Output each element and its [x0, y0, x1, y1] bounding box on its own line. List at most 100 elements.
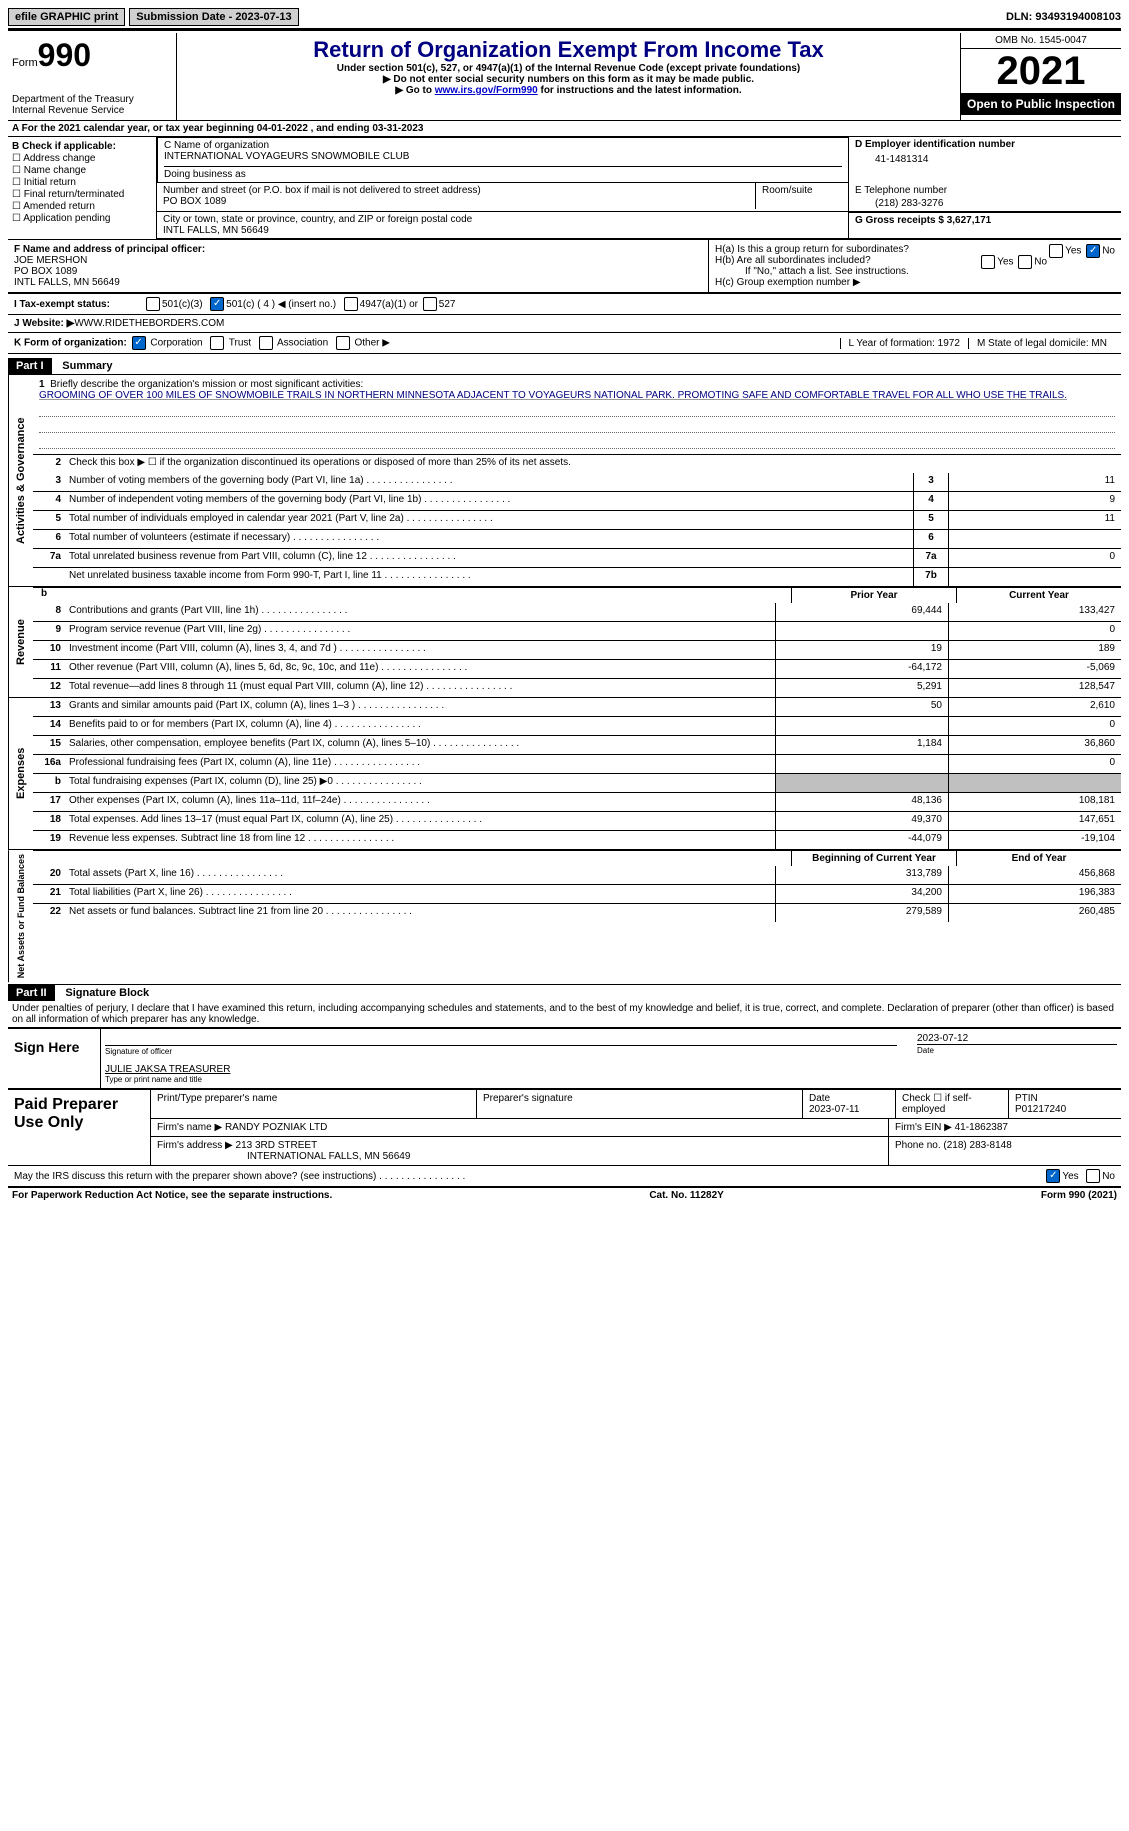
- penalty-text: Under penalties of perjury, I declare th…: [8, 1001, 1121, 1029]
- summary-row: 8Contributions and grants (Part VIII, li…: [33, 603, 1121, 621]
- chk-trust[interactable]: [210, 336, 224, 350]
- opt-assoc: Association: [277, 338, 328, 349]
- netassets-side-label: Net Assets or Fund Balances: [8, 850, 33, 982]
- efile-print-button[interactable]: efile GRAPHIC print: [8, 8, 125, 26]
- officer-print-name: JULIE JAKSA TREASURER: [105, 1064, 230, 1075]
- self-employed-check[interactable]: Check ☐ if self-employed: [896, 1090, 1009, 1118]
- chk-corp[interactable]: [132, 336, 146, 350]
- line-k-label: K Form of organization:: [14, 338, 127, 349]
- opt-4947: 4947(a)(1) or: [360, 299, 418, 310]
- chk-address-change[interactable]: ☐ Address change: [12, 153, 152, 164]
- mission-text: GROOMING OF OVER 100 MILES OF SNOWMOBILE…: [39, 390, 1067, 401]
- form990-link[interactable]: www.irs.gov/Form990: [435, 85, 538, 96]
- opt-501c3: 501(c)(3): [162, 299, 203, 310]
- line-m-state: M State of legal domicile: MN: [968, 338, 1115, 349]
- room-suite-label: Room/suite: [756, 183, 848, 209]
- col-b-label: B Check if applicable:: [12, 141, 152, 152]
- ha-no[interactable]: [1086, 244, 1100, 258]
- part1-header: Part I: [8, 358, 52, 374]
- summary-row: 12Total revenue—add lines 8 through 11 (…: [33, 678, 1121, 697]
- summary-row: 14Benefits paid to or for members (Part …: [33, 716, 1121, 735]
- irs-label: Internal Revenue Service: [12, 105, 172, 116]
- line-i-label: I Tax-exempt status:: [14, 299, 144, 310]
- line-j-label: J Website: ▶: [14, 318, 74, 329]
- street-value: PO BOX 1089: [163, 196, 749, 207]
- hb-yes[interactable]: [981, 255, 995, 269]
- discuss-yes-label: Yes: [1062, 1171, 1078, 1182]
- prior-year-header: Prior Year: [791, 588, 956, 603]
- chk-4947[interactable]: [344, 297, 358, 311]
- col-b-header: b: [33, 588, 791, 603]
- chk-initial-return[interactable]: ☐ Initial return: [12, 177, 152, 188]
- chk-527[interactable]: [423, 297, 437, 311]
- preparer-name-header: Print/Type preparer's name: [151, 1090, 477, 1118]
- firm-ein-label: Firm's EIN ▶: [895, 1122, 952, 1133]
- summary-row: 6Total number of volunteers (estimate if…: [33, 529, 1121, 548]
- chk-final-return[interactable]: ☐ Final return/terminated: [12, 189, 152, 200]
- summary-row: 3Number of voting members of the governi…: [33, 473, 1121, 491]
- top-bar: efile GRAPHIC print Submission Date - 20…: [8, 8, 1121, 26]
- discuss-yes[interactable]: [1046, 1169, 1060, 1183]
- firm-addr1: 213 3RD STREET: [236, 1140, 318, 1151]
- prep-date-val: 2023-07-11: [809, 1104, 859, 1115]
- summary-row: Net unrelated business taxable income fr…: [33, 567, 1121, 586]
- footer-right: Form 990 (2021): [1041, 1190, 1117, 1201]
- dba-label: Doing business as: [164, 166, 842, 180]
- summary-row: 13Grants and similar amounts paid (Part …: [33, 698, 1121, 716]
- discuss-no[interactable]: [1086, 1169, 1100, 1183]
- chk-assoc[interactable]: [259, 336, 273, 350]
- box-c-label: C Name of organization: [164, 140, 842, 151]
- h-a-row: H(a) Is this a group return for subordin…: [715, 244, 1115, 255]
- ha-yes[interactable]: [1049, 244, 1063, 258]
- website-value: WWW.RIDETHEBORDERS.COM: [74, 318, 224, 329]
- summary-row: 17Other expenses (Part IX, column (A), l…: [33, 792, 1121, 811]
- form-header: Form990 Department of the Treasury Inter…: [8, 33, 1121, 120]
- summary-row: 15Salaries, other compensation, employee…: [33, 735, 1121, 754]
- prep-date-label: Date: [809, 1093, 830, 1104]
- summary-row: 19Revenue less expenses. Subtract line 1…: [33, 830, 1121, 849]
- summary-row: bTotal fundraising expenses (Part IX, co…: [33, 773, 1121, 792]
- part2-header: Part II: [8, 985, 55, 1001]
- begin-year-header: Beginning of Current Year: [791, 851, 956, 866]
- current-year-header: Current Year: [956, 588, 1121, 603]
- paid-preparer-label: Paid Preparer Use Only: [8, 1090, 151, 1165]
- hb-no[interactable]: [1018, 255, 1032, 269]
- ptin-val: P01217240: [1015, 1104, 1066, 1115]
- chk-other[interactable]: [336, 336, 350, 350]
- summary-row: 21Total liabilities (Part X, line 26)34,…: [33, 884, 1121, 903]
- city-label: City or town, state or province, country…: [163, 214, 842, 225]
- chk-501c3[interactable]: [146, 297, 160, 311]
- name-title-label: Type or print name and title: [105, 1075, 1117, 1084]
- ein-value: 41-1481314: [855, 150, 1115, 165]
- chk-amended-return[interactable]: ☐ Amended return: [12, 201, 152, 212]
- box-e-label: E Telephone number: [855, 185, 1115, 196]
- line1-label: Briefly describe the organization's miss…: [50, 379, 363, 390]
- submission-date-button[interactable]: Submission Date - 2023-07-13: [129, 8, 298, 26]
- header-sub1: Under section 501(c), 527, or 4947(a)(1)…: [181, 63, 956, 74]
- street-label: Number and street (or P.O. box if mail i…: [163, 185, 749, 196]
- chk-app-pending[interactable]: ☐ Application pending: [12, 213, 152, 224]
- firm-name-label: Firm's name ▶: [157, 1122, 222, 1133]
- officer-addr2: INTL FALLS, MN 56649: [14, 277, 702, 288]
- part1-title: Summary: [62, 360, 112, 372]
- open-inspection-label: Open to Public Inspection: [961, 93, 1121, 115]
- section-a-tax-year: A For the 2021 calendar year, or tax yea…: [8, 120, 1121, 136]
- omb-number: OMB No. 1545-0047: [961, 33, 1121, 49]
- phone-label: Phone no.: [895, 1140, 941, 1151]
- form-word: Form: [12, 57, 38, 69]
- line2-text: Check this box ▶ ☐ if the organization d…: [65, 455, 1121, 473]
- chk-501c[interactable]: [210, 297, 224, 311]
- firm-addr2: INTERNATIONAL FALLS, MN 56649: [157, 1151, 410, 1162]
- opt-corp: Corporation: [150, 338, 202, 349]
- box-g-gross-receipts: G Gross receipts $ 3,627,171: [855, 215, 1115, 226]
- preparer-sig-header: Preparer's signature: [477, 1090, 803, 1118]
- firm-phone: (218) 283-8148: [943, 1140, 1011, 1151]
- summary-row: 4Number of independent voting members of…: [33, 491, 1121, 510]
- summary-row: 18Total expenses. Add lines 13–17 (must …: [33, 811, 1121, 830]
- phone-value: (218) 283-3276: [855, 196, 1115, 209]
- org-name: INTERNATIONAL VOYAGEURS SNOWMOBILE CLUB: [164, 151, 842, 162]
- firm-ein: 41-1862387: [955, 1122, 1008, 1133]
- chk-name-change[interactable]: ☐ Name change: [12, 165, 152, 176]
- box-f-label: F Name and address of principal officer:: [14, 244, 702, 255]
- officer-name: JOE MERSHON: [14, 255, 702, 266]
